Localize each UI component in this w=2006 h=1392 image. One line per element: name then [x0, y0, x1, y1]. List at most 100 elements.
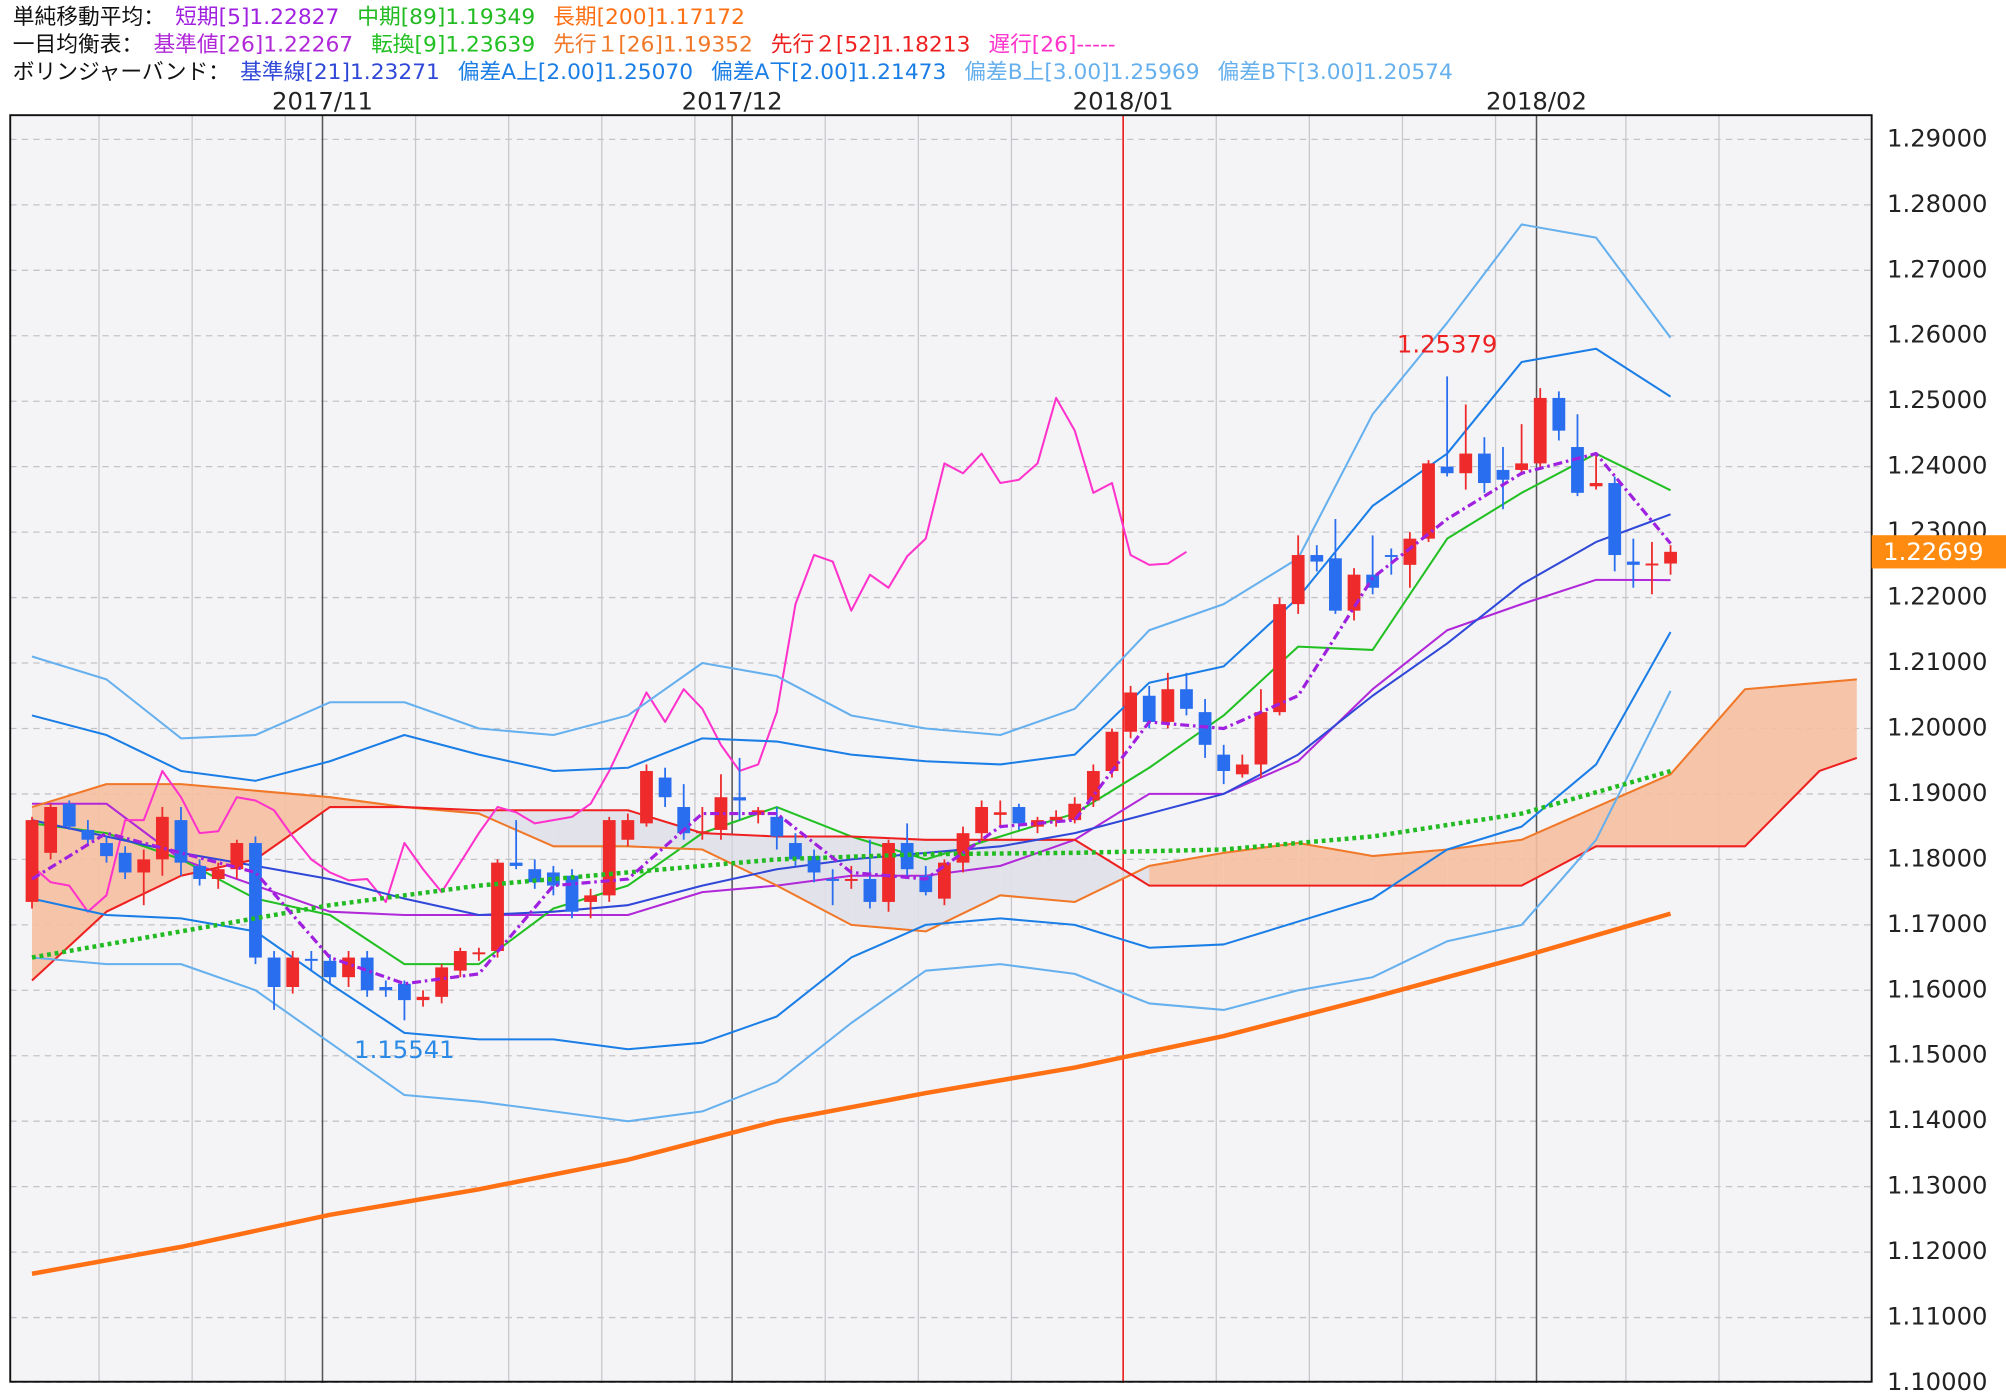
- candle-body: [1515, 463, 1529, 470]
- candle-body: [546, 872, 560, 886]
- candle-body: [267, 957, 281, 988]
- x-tick-label: 2018/01: [1073, 86, 1174, 115]
- candle-body: [304, 958, 318, 961]
- annotation: 1.15541: [354, 1035, 454, 1064]
- y-tick-label: 1.16000: [1887, 974, 1987, 1003]
- annotation: 1.25379: [1397, 330, 1497, 359]
- indicator-line: [31, 631, 1672, 1051]
- legend-entry: 短期[5]1.22827: [175, 5, 339, 30]
- y-tick-label: 1.10000: [1887, 1367, 1987, 1392]
- y-tick-label: 1.13000: [1887, 1171, 1987, 1200]
- y-tick-label: 1.19000: [1887, 778, 1987, 807]
- candle-body: [25, 820, 39, 902]
- legend-entry: 転換[9]1.23639: [371, 32, 535, 57]
- candle-body: [863, 879, 877, 902]
- legend-group-label: 単純移動平均：: [13, 5, 165, 30]
- candle-body: [398, 983, 411, 1001]
- y-tick-label: 1.29000: [1887, 123, 1987, 152]
- candle-body: [621, 820, 635, 840]
- y-tick-label: 1.15000: [1887, 1040, 1987, 1069]
- candle-body: [1626, 561, 1640, 565]
- cloud-segment: [1000, 839, 1075, 902]
- cloud-segment: [1596, 774, 1671, 847]
- legend-entry: 長期[200]1.17172: [553, 5, 745, 30]
- indicator-line: [31, 911, 1672, 1276]
- candle-body: [528, 869, 542, 883]
- x-tick-label: 2018/02: [1486, 86, 1587, 115]
- candle-body: [1217, 754, 1231, 772]
- candle-body: [174, 820, 188, 863]
- candle-body: [882, 843, 895, 902]
- candle-body: [1552, 397, 1566, 431]
- candle-body: [81, 829, 95, 840]
- candle-body: [379, 987, 393, 991]
- legend-entry: 偏差A下[2.00]1.21473: [711, 60, 946, 85]
- candle-body: [1422, 463, 1435, 539]
- candle-body: [1664, 551, 1677, 564]
- legend-entry: 先行２[52]1.18213: [771, 32, 971, 57]
- legend-group-label: ボリンジャーバンド：: [13, 60, 230, 85]
- indicator-line: [31, 678, 1857, 933]
- cloud-segment: [1223, 843, 1299, 886]
- candle-body: [193, 865, 206, 880]
- indicator-line: [31, 690, 1672, 1123]
- candle-body: [44, 807, 58, 853]
- y-tick-label: 1.27000: [1887, 254, 1987, 283]
- y-tick-label: 1.24000: [1887, 451, 1987, 480]
- candle-body: [491, 862, 504, 952]
- candle-body: [1477, 453, 1491, 484]
- candle-body: [360, 957, 374, 991]
- candle-body: [844, 879, 858, 881]
- candle-body: [1496, 469, 1510, 480]
- indicator-line: [31, 396, 1188, 913]
- candle-body: [249, 843, 262, 958]
- candle-body: [416, 996, 430, 1001]
- cloud-segment: [1670, 689, 1746, 847]
- candle-body: [211, 869, 225, 880]
- candle-body: [1403, 538, 1417, 565]
- y-tick-label: 1.11000: [1887, 1302, 1987, 1331]
- y-tick-label: 1.18000: [1887, 843, 1987, 872]
- indicator-line: [31, 223, 1672, 740]
- candle-body: [956, 833, 970, 863]
- plot-area: [10, 115, 1872, 1382]
- candle-body: [1124, 692, 1137, 732]
- candle-body: [62, 803, 76, 827]
- candle-body: [1384, 555, 1398, 557]
- legend-entry: 中期[89]1.19349: [357, 5, 535, 30]
- candle-body: [733, 797, 746, 801]
- last-price-box: [1871, 535, 2006, 569]
- candle-body: [1645, 563, 1659, 566]
- candle-body: [714, 797, 728, 830]
- candle-body: [155, 816, 169, 860]
- candle-body: [751, 810, 765, 815]
- cloud-segment: [255, 790, 330, 860]
- candle-body: [1254, 712, 1268, 765]
- candle-body: [435, 967, 449, 997]
- candle-body: [1012, 807, 1026, 824]
- layers: [10, 115, 1872, 1384]
- candle-body: [695, 831, 709, 834]
- cloud-segment: [1447, 839, 1522, 886]
- candle-body: [230, 843, 244, 870]
- candle-body: [137, 859, 151, 873]
- legend-group-label: 一目均衡表：: [13, 32, 143, 57]
- y-tick-label: 1.26000: [1887, 320, 1987, 349]
- plot-border: [9, 114, 1873, 1383]
- y-tick-label: 1.21000: [1887, 647, 1987, 676]
- candle-body: [640, 771, 653, 824]
- y-tick-label: 1.17000: [1887, 909, 1987, 938]
- candle-body: [286, 957, 300, 988]
- candle-body: [453, 951, 467, 971]
- cloud-segment: [1074, 839, 1150, 902]
- candle-body: [118, 852, 132, 873]
- candle-body: [1533, 397, 1547, 464]
- candle-body: [1310, 555, 1324, 562]
- legend-entry: 偏差A上[2.00]1.25070: [458, 60, 693, 85]
- candle-body: [826, 879, 840, 881]
- candle-body: [472, 952, 486, 955]
- legend-entry: 基準線[21]1.23271: [240, 60, 440, 85]
- cloud-segment: [1819, 679, 1857, 772]
